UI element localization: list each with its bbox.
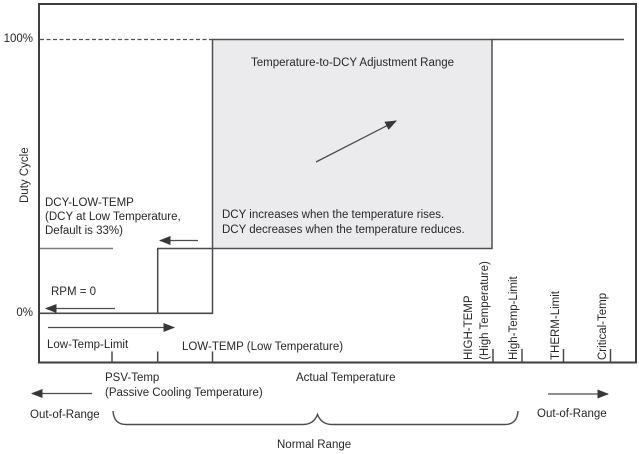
dcy-low-temp-line2: (DCY at Low Temperature, bbox=[45, 211, 181, 223]
high-temp-label-line1: HIGH-TEMP bbox=[463, 295, 475, 360]
arrows bbox=[30, 120, 610, 399]
high-temp-label: HIGH-TEMP (High Temperature) bbox=[461, 261, 493, 360]
critical-temp-label: Critical-Temp bbox=[597, 292, 609, 360]
high-temp-limit-label: High-Temp-Limit bbox=[508, 276, 520, 360]
therm-limit-label: THERM-Limit bbox=[550, 291, 562, 360]
normal-range-label: Normal Range bbox=[277, 439, 352, 451]
normal-range-brace bbox=[112, 410, 519, 426]
high-temp-label-line2: (High Temperature) bbox=[479, 261, 491, 360]
low-temp-label: LOW-TEMP (Low Temperature) bbox=[182, 341, 344, 353]
y-min-label: 0% bbox=[16, 307, 33, 319]
out-of-range-right-label: Out-of-Range bbox=[537, 408, 607, 420]
dcy-low-temp-note: DCY-LOW-TEMP (DCY at Low Temperature, De… bbox=[45, 196, 181, 238]
y-axis-title: Duty Cycle bbox=[19, 147, 31, 203]
axis-ticks bbox=[111, 349, 612, 363]
actual-temperature-label: Actual Temperature bbox=[296, 372, 396, 384]
adjustment-range-box bbox=[211, 38, 493, 250]
psv-temp-label: PSV-Temp (Passive Cooling Temperature) bbox=[105, 371, 263, 400]
dcy-behavior-note: DCY increases when the temperature rises… bbox=[222, 208, 465, 238]
rpm-zero-label: RPM = 0 bbox=[51, 286, 97, 298]
dcy-behavior-line2: DCY decreases when the temperature reduc… bbox=[222, 224, 465, 236]
dcy-behavior-line1: DCY increases when the temperature rises… bbox=[222, 209, 445, 221]
psv-temp-line2: (Passive Cooling Temperature) bbox=[105, 386, 263, 399]
dcy-low-temp-line1: DCY-LOW-TEMP bbox=[45, 197, 134, 209]
adjustment-range-label: Temperature-to-DCY Adjustment Range bbox=[250, 57, 455, 69]
y-max-label: 100% bbox=[3, 33, 33, 45]
low-temp-limit-label: Low-Temp-Limit bbox=[47, 339, 129, 351]
dcy-low-temp-line3: Default is 33%) bbox=[45, 225, 123, 237]
dcy-increase-diagonal-arrow-icon bbox=[315, 120, 397, 163]
psv-temp-line1: PSV-Temp bbox=[105, 372, 160, 384]
chart-frame bbox=[38, 3, 637, 364]
out-of-range-left-label: Out-of-Range bbox=[30, 409, 100, 421]
